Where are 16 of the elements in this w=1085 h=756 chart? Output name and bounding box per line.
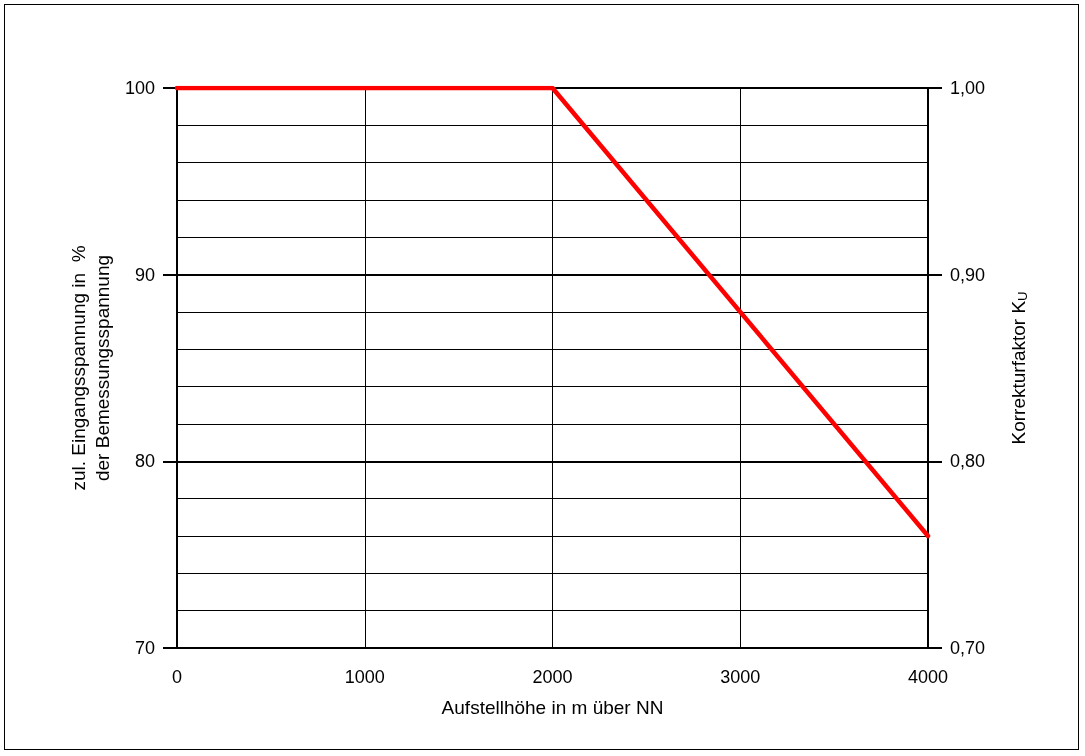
x-tick-label: 4000 bbox=[907, 667, 949, 687]
y2-tick-label: 0,70 bbox=[950, 638, 986, 658]
x-tick-label: 1000 bbox=[344, 667, 385, 687]
y-tick-label: 90 bbox=[134, 264, 155, 285]
y-axis-title: zul. Eingangsspannung in % der Bemessungsspannung bbox=[67, 245, 113, 491]
y2-tick-label: 1,00 bbox=[950, 78, 986, 98]
y-tick-label: 100 bbox=[124, 78, 155, 98]
x-tick-label: 0 bbox=[171, 667, 183, 687]
x-tick-label: 3000 bbox=[720, 667, 761, 687]
y2-axis-title: Korrekturfaktor KU bbox=[1008, 291, 1030, 445]
y2-tick-label: 0,90 bbox=[950, 264, 986, 285]
x-axis-title: Aufstellhöhe in m über NN bbox=[441, 697, 664, 718]
y-tick-label: 80 bbox=[134, 451, 155, 472]
x-tick-label: 2000 bbox=[532, 667, 573, 687]
y2-tick-label: 0,80 bbox=[950, 451, 986, 472]
y-tick-label: 70 bbox=[134, 638, 155, 658]
